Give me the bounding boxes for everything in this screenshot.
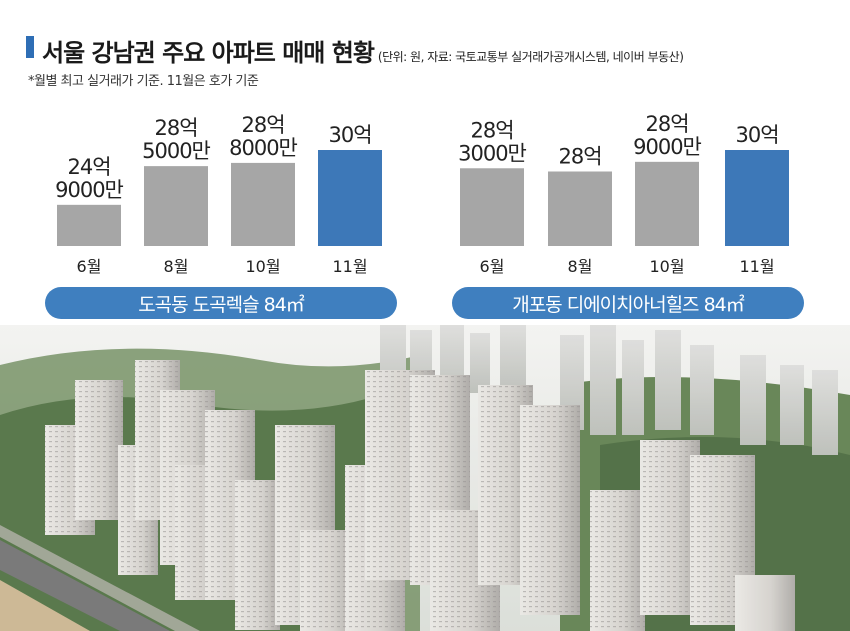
bar-value-label: 3000만 xyxy=(458,141,526,165)
bar-value-label: 9000만 xyxy=(55,178,123,202)
footnote: *월별 최고 실거래가 기준. 11월은 호가 기준 xyxy=(28,74,259,89)
page-title: 서울 강남권 주요 아파트 매매 현황 (단위: 원, 자료: 국토교통부 실거래… xyxy=(42,33,684,68)
bar-value-label: 24억 xyxy=(67,155,110,179)
chart-title-pill: 도곡동 도곡렉슬 84㎡ xyxy=(45,287,397,319)
bar-value-label: 30억 xyxy=(328,123,371,147)
bar xyxy=(57,204,121,246)
bar-value-label: 28억 xyxy=(154,116,197,140)
x-tick-label: 8월 xyxy=(568,257,593,276)
bar xyxy=(460,168,524,246)
bar xyxy=(635,161,699,246)
bar xyxy=(725,150,789,246)
x-tick-label: 10월 xyxy=(245,257,280,276)
x-tick-label: 11월 xyxy=(739,257,774,276)
bar-value-label: 9000만 xyxy=(633,135,701,159)
bar-value-label: 30억 xyxy=(735,123,778,147)
bar xyxy=(144,166,208,246)
x-tick-label: 6월 xyxy=(77,257,102,276)
bar-value-label: 28억 xyxy=(558,145,601,169)
apartment-photo xyxy=(0,325,850,631)
bar-value-label: 8000만 xyxy=(229,136,297,160)
bar-value-label: 5000만 xyxy=(142,139,210,163)
bar xyxy=(548,171,612,246)
title-accent-bar xyxy=(26,36,34,58)
bar-value-label: 28억 xyxy=(470,118,513,142)
chart-title-pill: 개포동 디에이치아너힐즈 84㎡ xyxy=(452,287,804,319)
source-text: (단위: 원, 자료: 국토교통부 실거래가공개시스템, 네이버 부동산) xyxy=(377,50,684,64)
bar-value-label: 28억 xyxy=(241,113,284,137)
title-text: 서울 강남권 주요 아파트 매매 현황 xyxy=(42,39,375,67)
x-tick-label: 10월 xyxy=(649,257,684,276)
x-tick-label: 11월 xyxy=(332,257,367,276)
x-tick-label: 8월 xyxy=(164,257,189,276)
bar xyxy=(318,150,382,246)
bar xyxy=(231,162,295,246)
x-tick-label: 6월 xyxy=(480,257,505,276)
bar-value-label: 28억 xyxy=(645,112,688,136)
